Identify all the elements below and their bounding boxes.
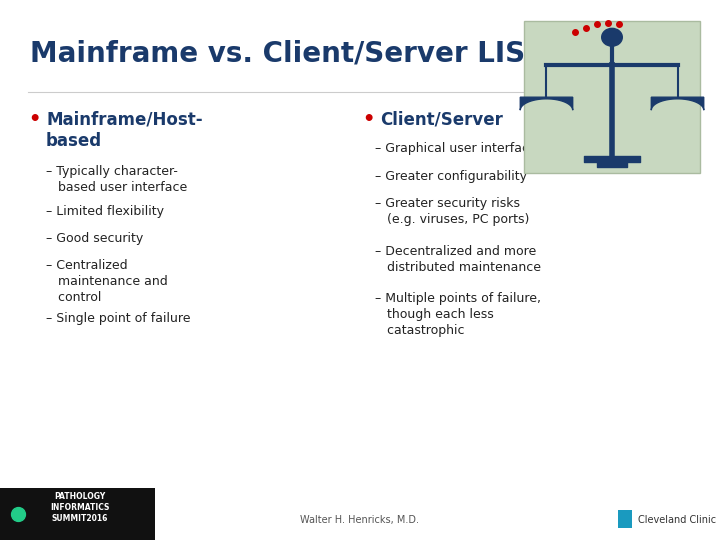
Polygon shape	[521, 97, 572, 110]
Text: – Multiple points of failure,
   though each less
   catastrophic: – Multiple points of failure, though eac…	[375, 292, 541, 337]
Text: – Good security: – Good security	[46, 232, 143, 245]
Text: – Greater security risks
   (e.g. viruses, PC ports): – Greater security risks (e.g. viruses, …	[375, 197, 529, 226]
Text: – Decentralized and more
   distributed maintenance: – Decentralized and more distributed mai…	[375, 245, 541, 274]
Text: – Graphical user interface: – Graphical user interface	[375, 142, 536, 155]
Text: Mainframe vs. Client/Server LIS: Mainframe vs. Client/Server LIS	[30, 40, 525, 68]
Text: •: •	[362, 110, 374, 129]
Text: – Centralized
   maintenance and
   control: – Centralized maintenance and control	[46, 259, 168, 304]
Text: – Greater configurability: – Greater configurability	[375, 170, 527, 183]
FancyBboxPatch shape	[0, 488, 155, 540]
Polygon shape	[652, 97, 703, 110]
Text: Client/Server: Client/Server	[380, 110, 503, 128]
Text: – Typically character-
   based user interface: – Typically character- based user interf…	[46, 165, 187, 194]
Text: •: •	[28, 110, 40, 129]
Text: Walter H. Henricks, M.D.: Walter H. Henricks, M.D.	[300, 515, 420, 525]
FancyBboxPatch shape	[618, 510, 632, 528]
Text: Cleveland Clinic: Cleveland Clinic	[638, 515, 716, 525]
Text: Mainframe/Host-
based: Mainframe/Host- based	[46, 110, 202, 150]
Text: – Single point of failure: – Single point of failure	[46, 312, 191, 325]
Circle shape	[602, 28, 622, 46]
Text: PATHOLOGY
INFORMATICS
SUMMIT2016: PATHOLOGY INFORMATICS SUMMIT2016	[50, 492, 109, 523]
Text: – Limited flexibility: – Limited flexibility	[46, 205, 164, 218]
FancyBboxPatch shape	[524, 21, 700, 173]
